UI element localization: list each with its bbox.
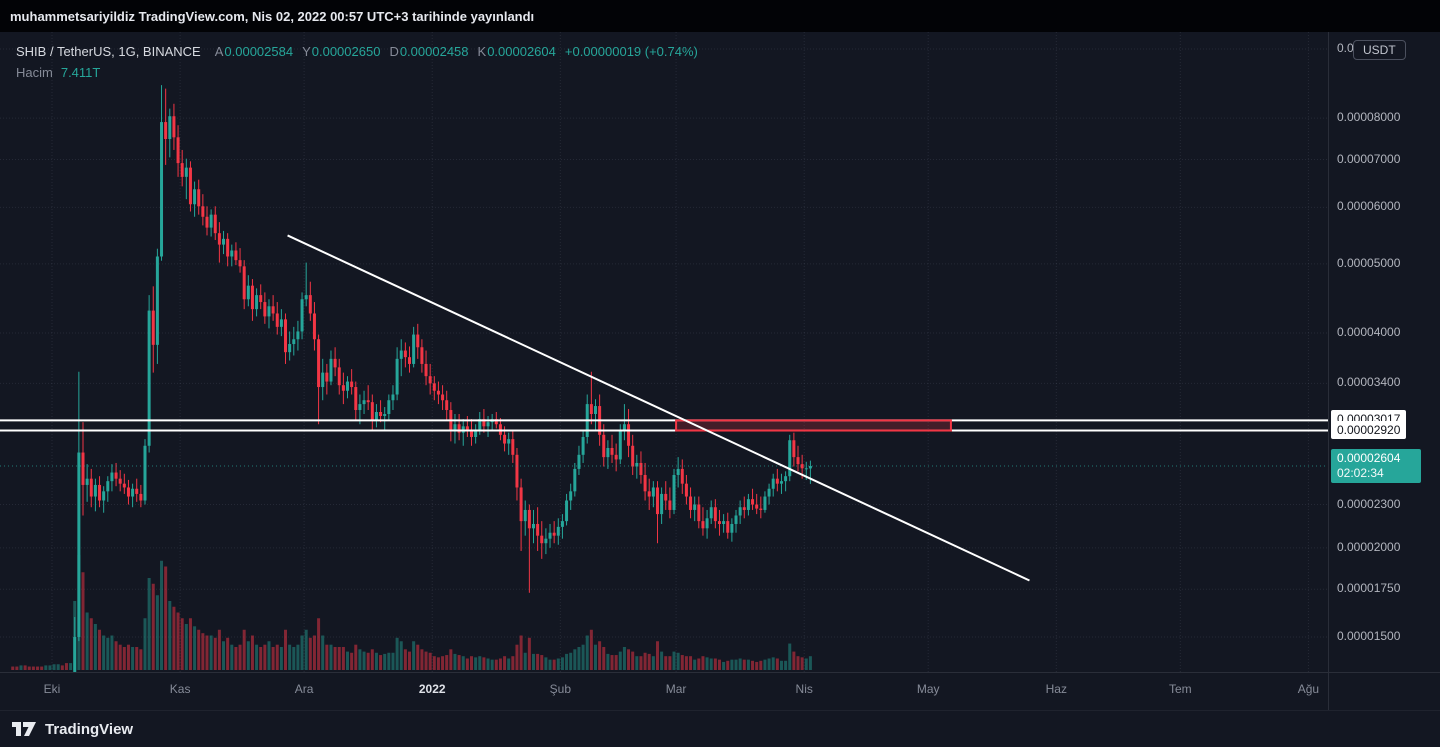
price-axis-label: 0.00004000 — [1337, 324, 1401, 339]
volume-label: Hacim — [16, 65, 53, 80]
price-axis-label: 0.00001500 — [1337, 629, 1401, 643]
tradingview-wordmark[interactable]: TradingView — [45, 720, 134, 738]
publish-info-text: muhammetsariyildiz TradingView.com, Nis … — [10, 8, 535, 24]
level-price-label: 0.00002920 — [1331, 420, 1407, 439]
price-axis-label: 0.00005000 — [1337, 255, 1401, 270]
time-axis-label: Ara — [294, 682, 314, 696]
price-change: +0.00000019 (+0.74%) — [564, 44, 698, 59]
symbol-title[interactable]: SHIB / TetherUS, 1G, BINANCE — [16, 44, 201, 59]
footer: TradingView — [0, 710, 1440, 747]
time-axis-label: Mar — [665, 682, 687, 696]
time-axis-label: Tem — [1168, 682, 1192, 696]
price-axis-label: 0.00003400 — [1337, 375, 1401, 390]
price-axis-label: 0.00002300 — [1337, 496, 1401, 511]
price-axis-label: 0.00008000 — [1337, 110, 1401, 125]
tradingview-logo-icon[interactable] — [12, 719, 38, 739]
price-axis-label: 0.00001750 — [1337, 581, 1401, 596]
time-axis-label: Eki — [43, 682, 61, 696]
time-axis-label: Kas — [169, 682, 191, 696]
time-axis[interactable]: Eki Kas Ara 2022 Şub Mar Nis May Haz Tem Ağu — [0, 672, 1328, 710]
ohlc-low: D0.00002458 — [389, 44, 469, 59]
bar-countdown: 02:02:34 — [1337, 466, 1384, 481]
time-axis-label: May — [916, 682, 940, 696]
price-axis[interactable]: USDT 0.00002604 02:02:34 0.000100000.000… — [1328, 32, 1440, 672]
ohlc-close: K0.00002604 — [477, 44, 556, 59]
time-axis-label: Nis — [795, 682, 813, 696]
last-price-value: 0.00002604 — [1337, 451, 1401, 466]
chart-pane[interactable]: SHIB / TetherUS, 1G, BINANCE A0.00002584 Y… — [0, 32, 1328, 672]
ohlc-open: A0.00002584 — [214, 44, 294, 59]
publish-info-bar: muhammetsariyildiz TradingView.com, Nis … — [0, 0, 1440, 32]
candlestick-chart[interactable] — [0, 32, 1328, 672]
price-axis-label: 0.00006000 — [1337, 199, 1401, 214]
currency-badge: USDT — [1353, 40, 1406, 60]
price-axis-label: 0.00002000 — [1337, 539, 1401, 554]
last-price-label: 0.00002604 02:02:34 — [1331, 449, 1421, 484]
volume-value: 7.411T — [60, 65, 101, 80]
price-axis-label: 0.00007000 — [1337, 151, 1401, 166]
time-axis-label: Şub — [549, 682, 572, 696]
time-axis-label: Ağu — [1297, 682, 1320, 696]
legend: SHIB / TetherUS, 1G, BINANCE A0.00002584 Y… — [16, 44, 698, 81]
time-axis-label: 2022 — [418, 682, 446, 696]
time-axis-label: Haz — [1045, 682, 1067, 696]
ohlc-high: Y0.00002650 — [302, 44, 381, 59]
axis-corner — [1328, 672, 1440, 710]
